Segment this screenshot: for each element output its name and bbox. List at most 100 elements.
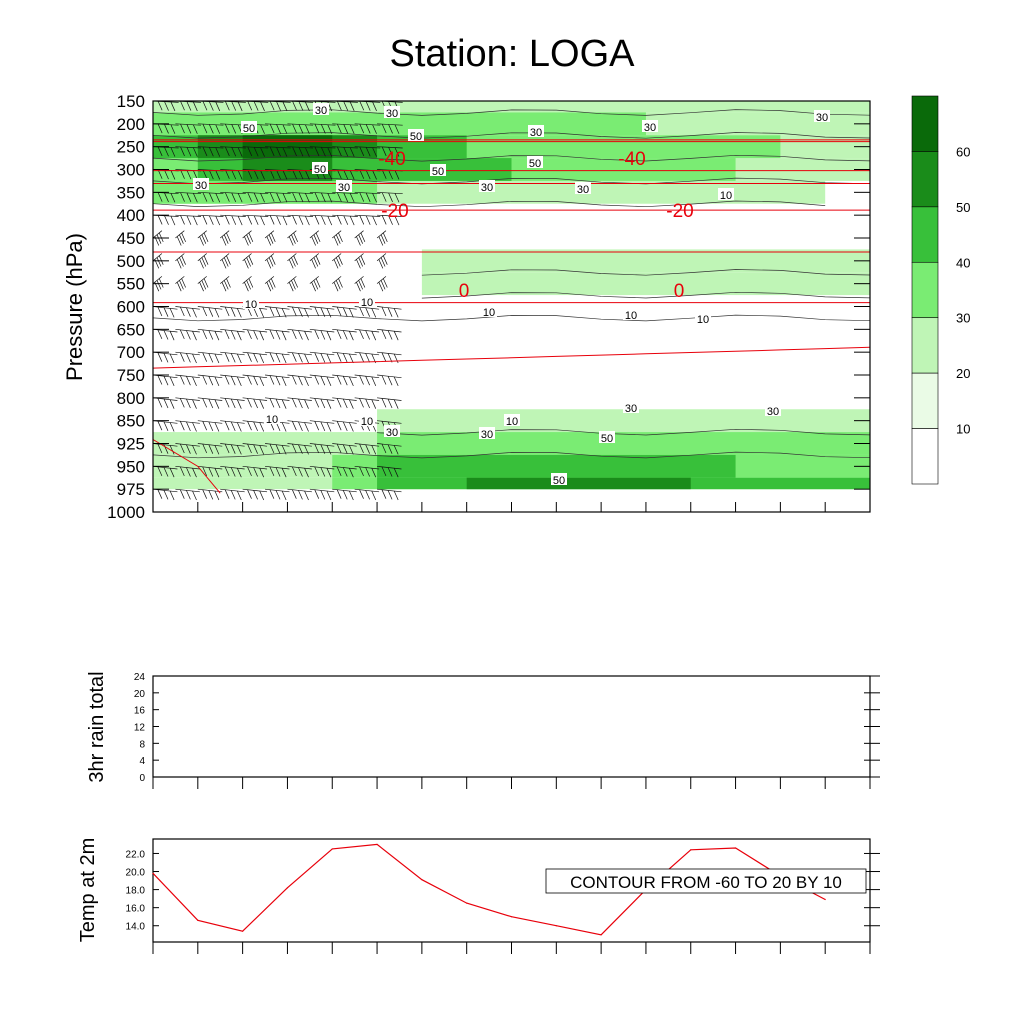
wind-barb-feather bbox=[163, 330, 169, 340]
wind-barb-feather bbox=[253, 376, 258, 386]
wind-barb-staff bbox=[264, 465, 290, 470]
wind-barb-feather bbox=[244, 259, 249, 269]
wind-barb-feather bbox=[314, 443, 320, 454]
wind-barb-feather bbox=[359, 466, 364, 477]
wind-label-bg bbox=[384, 425, 400, 437]
wind-barb-feather bbox=[314, 215, 320, 225]
wind-barb-feather bbox=[199, 236, 204, 246]
wind-barb-feather bbox=[342, 421, 348, 432]
wind-barb-staff bbox=[309, 230, 319, 239]
wind-barb-feather bbox=[387, 490, 393, 500]
wind-barb-feather bbox=[342, 376, 348, 386]
wind-barb-feather bbox=[164, 124, 169, 134]
wind-barb-feather bbox=[343, 192, 349, 203]
wind-barb-feather bbox=[315, 232, 321, 243]
wind-barb-feather bbox=[298, 307, 303, 317]
wind-barb-feather bbox=[349, 353, 354, 364]
wind-barb-feather bbox=[359, 398, 364, 408]
wind-barb-feather bbox=[349, 490, 354, 501]
wind-label-bg bbox=[599, 431, 615, 443]
wind-barb-feather bbox=[293, 255, 298, 265]
wind-barb-feather bbox=[269, 329, 275, 340]
wind-barb-staff bbox=[175, 191, 202, 195]
wind-barb-feather bbox=[244, 282, 249, 292]
wind-barb-feather bbox=[202, 489, 208, 499]
wind-barb-feather bbox=[224, 489, 230, 499]
wind-barb-staff bbox=[264, 397, 290, 401]
temp-point bbox=[510, 916, 513, 918]
wind-contour-label: 10 bbox=[697, 314, 709, 326]
wind-contour-label: 10 bbox=[483, 307, 495, 319]
wind-barb-feather bbox=[225, 169, 230, 179]
rain-panel: 0 4 8 12 16 20 24 3hr rain total bbox=[86, 671, 880, 789]
wind-contour-label: 10 bbox=[625, 310, 637, 322]
wind-barb-staff bbox=[242, 465, 268, 470]
wind-barb-feather bbox=[202, 146, 208, 157]
wind-barb-feather bbox=[230, 330, 236, 340]
wind-barb-feather bbox=[359, 443, 364, 454]
wind-barb-staff bbox=[220, 465, 245, 470]
wind-barb-feather bbox=[304, 308, 309, 318]
wind-barb-feather bbox=[225, 192, 230, 202]
colorbar-label: 20 bbox=[956, 366, 970, 381]
wind-barb-feather bbox=[208, 467, 214, 477]
temperature-contours bbox=[152, 139, 871, 494]
wind-barb-feather bbox=[393, 331, 399, 341]
wind-barb-feather bbox=[371, 445, 377, 455]
wind-barb-feather bbox=[247, 146, 253, 157]
wind-barb-feather bbox=[192, 399, 197, 409]
wind-barb-staff bbox=[332, 146, 358, 149]
wind-barb-feather bbox=[192, 376, 197, 387]
wind-barb-feather bbox=[349, 468, 354, 478]
wind-barb-staff bbox=[265, 191, 291, 195]
wind-barb-staff bbox=[197, 465, 223, 470]
wind-barb-feather bbox=[237, 331, 242, 341]
pressure-tick-label: 250 bbox=[117, 138, 145, 157]
cross-section-panel: -40 -40 -20 -20 0 0 30 30 30 30 30 50 50 50 50 50 30 30 30… bbox=[62, 92, 871, 522]
wind-label-bg bbox=[504, 414, 520, 426]
wind-barb-feather bbox=[365, 215, 371, 225]
wind-barb-feather bbox=[169, 308, 175, 318]
rain-frame bbox=[152, 675, 871, 778]
wind-barb-feather bbox=[253, 101, 259, 111]
wind-label-bg bbox=[481, 305, 497, 317]
wind-barb-staff bbox=[264, 306, 290, 310]
shade-cell-20 bbox=[421, 249, 870, 273]
wind-barb-feather bbox=[179, 443, 185, 454]
wind-barb-staff bbox=[377, 420, 402, 424]
wind-barb-feather bbox=[292, 421, 297, 431]
wind-barb-staff bbox=[287, 191, 314, 195]
wind-barb-feather bbox=[298, 398, 303, 409]
wind-barb-feather bbox=[186, 444, 191, 454]
wind-barb-feather bbox=[333, 236, 339, 246]
wind-barb-feather bbox=[270, 232, 276, 243]
wind-barb-feather bbox=[313, 280, 319, 290]
wind-barb-feather bbox=[371, 399, 377, 409]
wind-barb-feather bbox=[393, 468, 399, 478]
wind-barb-feather bbox=[164, 192, 169, 203]
wind-barb-staff bbox=[377, 397, 402, 401]
wind-barb-feather bbox=[269, 215, 275, 225]
wind-barb-feather bbox=[214, 422, 220, 432]
wind-barb-staff bbox=[309, 397, 335, 401]
wind-barb-feather bbox=[388, 124, 393, 134]
wind-barb-feather bbox=[224, 421, 230, 431]
wind-barb-feather bbox=[237, 215, 243, 226]
wind-barb-feather bbox=[275, 376, 281, 386]
wind-barb-feather bbox=[326, 399, 332, 409]
wind-barb-feather bbox=[202, 466, 208, 477]
pressure-tick-label: 350 bbox=[117, 183, 145, 202]
wind-barb-feather bbox=[223, 257, 229, 267]
wind-barb-feather bbox=[192, 490, 197, 501]
rain-tick-label: 8 bbox=[139, 739, 145, 750]
pressure-tick-label: 1000 bbox=[107, 503, 145, 522]
pressure-tick-label: 550 bbox=[117, 275, 145, 294]
wind-barb-feather bbox=[163, 398, 169, 409]
wind-barb-feather bbox=[326, 331, 332, 341]
wind-barb-feather bbox=[237, 376, 242, 387]
wind-barb-staff bbox=[309, 420, 335, 424]
wind-barb-feather bbox=[247, 398, 252, 408]
wind-barb-feather bbox=[394, 170, 400, 180]
wind-label-bg bbox=[408, 129, 424, 141]
wind-barb-staff bbox=[377, 191, 403, 195]
